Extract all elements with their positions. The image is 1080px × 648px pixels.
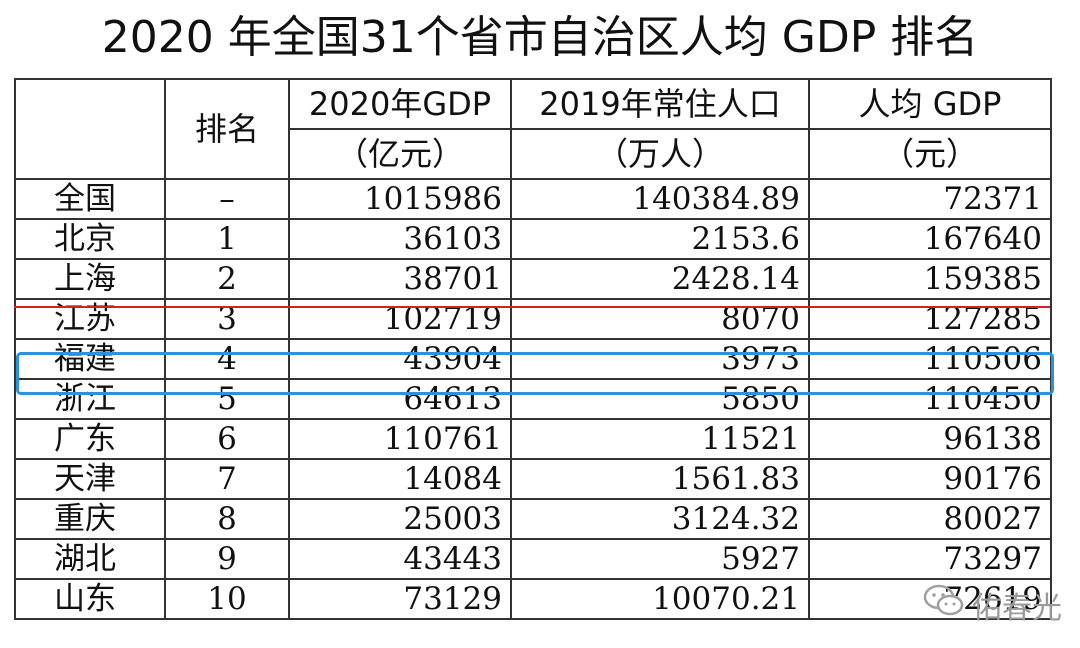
per-capita-cell: 110450 — [808, 378, 1052, 420]
population-cell: 5927 — [510, 538, 810, 580]
population-cell: 10070.21 — [510, 578, 810, 620]
header-region-cell — [14, 78, 166, 180]
blue-highlight-box — [16, 352, 1054, 395]
rank-cell: 10 — [164, 578, 290, 620]
population-cell: 2153.6 — [510, 218, 810, 260]
gdp-cell: 102719 — [288, 298, 512, 340]
rank-cell: 9 — [164, 538, 290, 580]
population-cell: 3124.32 — [510, 498, 810, 540]
population-cell: 8070 — [510, 298, 810, 340]
rank-cell: – — [164, 178, 290, 220]
region-name: 福建 — [14, 338, 166, 380]
rank-cell: 4 — [164, 338, 290, 380]
per-capita-cell: 90176 — [808, 458, 1052, 500]
header-rank: 排名 — [164, 78, 290, 180]
red-underline-annotation — [14, 306, 1050, 308]
per-capita-cell: 110506 — [808, 338, 1052, 380]
header-gdp-unit: （亿元） — [288, 128, 512, 180]
table-row: 天津 7 14084 1561.83 90176 — [14, 458, 1052, 500]
table-row: 江苏 3 102719 8070 127285 — [14, 298, 1052, 340]
region-name: 天津 — [14, 458, 166, 500]
per-capita-cell: 159385 — [808, 258, 1052, 300]
region-name: 湖北 — [14, 538, 166, 580]
region-name: 重庆 — [14, 498, 166, 540]
population-cell: 5850 — [510, 378, 810, 420]
population-cell: 140384.89 — [510, 178, 810, 220]
population-cell: 1561.83 — [510, 458, 810, 500]
population-cell: 2428.14 — [510, 258, 810, 300]
table-row: 浙江 5 64613 5850 110450 — [14, 378, 1052, 420]
per-capita-cell: 127285 — [808, 298, 1052, 340]
rank-cell: 8 — [164, 498, 290, 540]
per-capita-cell: 96138 — [808, 418, 1052, 460]
table-row: 山东 10 73129 10070.21 72619 — [14, 578, 1052, 620]
table-row: 湖北 9 43443 5927 73297 — [14, 538, 1052, 580]
rank-cell: 2 — [164, 258, 290, 300]
page-title: 2020 年全国31个省市自治区人均 GDP 排名 — [101, 12, 979, 63]
region-name: 北京 — [14, 218, 166, 260]
watermark-text: 佑春光 — [972, 591, 1062, 626]
gdp-cell: 73129 — [288, 578, 512, 620]
gdp-cell: 36103 — [288, 218, 512, 260]
per-capita-cell: 72619 — [808, 578, 1052, 620]
table-row: 重庆 8 25003 3124.32 80027 — [14, 498, 1052, 540]
region-name: 上海 — [14, 258, 166, 300]
rank-cell: 6 — [164, 418, 290, 460]
table-row: 上海 2 38701 2428.14 159385 — [14, 258, 1052, 300]
watermark: 佑春光 — [922, 582, 1062, 628]
per-capita-cell: 72371 — [808, 178, 1052, 220]
gdp-cell: 38701 — [288, 258, 512, 300]
per-capita-cell: 167640 — [808, 218, 1052, 260]
region-name: 浙江 — [14, 378, 166, 420]
header-population-unit: （万人） — [510, 128, 810, 180]
gdp-cell: 64613 — [288, 378, 512, 420]
rank-cell: 3 — [164, 298, 290, 340]
wechat-icon — [922, 582, 966, 628]
gdp-cell: 14084 — [288, 458, 512, 500]
region-name: 广东 — [14, 418, 166, 460]
region-name: 山东 — [14, 578, 166, 620]
rank-cell: 1 — [164, 218, 290, 260]
per-capita-cell: 73297 — [808, 538, 1052, 580]
header-population: 2019年常住人口 — [510, 78, 810, 130]
gdp-ranking-table: 排名 2020年GDP 2019年常住人口 人均 GDP （亿元） （万人） （… — [14, 78, 1052, 620]
gdp-cell: 110761 — [288, 418, 512, 460]
table-row: 广东 6 110761 11521 96138 — [14, 418, 1052, 460]
gdp-cell: 43443 — [288, 538, 512, 580]
table-row: 全国 – 1015986 140384.89 72371 — [14, 178, 1052, 220]
region-name: 全国 — [14, 178, 166, 220]
region-name: 江苏 — [14, 298, 166, 340]
per-capita-cell: 80027 — [808, 498, 1052, 540]
rank-cell: 7 — [164, 458, 290, 500]
header-gdp: 2020年GDP — [288, 78, 512, 130]
gdp-cell: 1015986 — [288, 178, 512, 220]
gdp-cell: 25003 — [288, 498, 512, 540]
table-row: 北京 1 36103 2153.6 167640 — [14, 218, 1052, 260]
population-cell: 3973 — [510, 338, 810, 380]
population-cell: 11521 — [510, 418, 810, 460]
header-per-capita-gdp: 人均 GDP — [808, 78, 1052, 130]
gdp-cell: 43904 — [288, 338, 512, 380]
table-row-highlighted: 福建 4 43904 3973 110506 — [14, 338, 1052, 380]
rank-cell: 5 — [164, 378, 290, 420]
header-per-capita-unit: （元） — [808, 128, 1052, 180]
